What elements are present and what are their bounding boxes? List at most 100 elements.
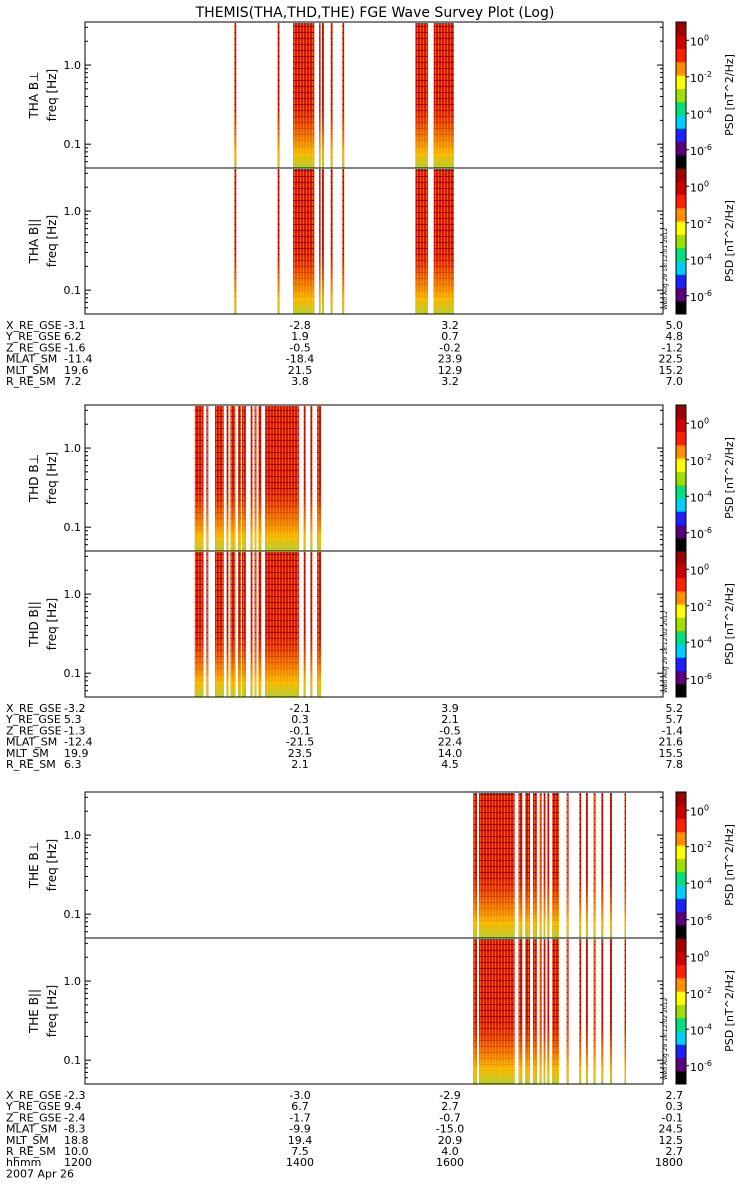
spectrogram-segment-lowfreq (258, 406, 262, 551)
colorbar-tick-label: 10-6 (690, 913, 712, 928)
colorbar-tick-label: 10-2 (690, 986, 712, 1001)
colorbar-segment (676, 88, 686, 103)
colorbar-tick-label: 100 (690, 803, 709, 818)
colorbar-tick-label: 10-4 (690, 1022, 712, 1037)
panel-frame (84, 550, 664, 698)
ephemeris-value: -0.5 (289, 341, 310, 354)
spectrogram-segment-lowfreq (317, 552, 322, 697)
ephemeris-label: X_RE_GSE (6, 702, 62, 715)
colorbar-segment (676, 61, 686, 76)
ephemeris-value: 18.8 (64, 1134, 89, 1147)
colorbar-segment (676, 831, 686, 846)
panel-frame (84, 404, 664, 552)
panel-frame (84, 937, 664, 1085)
colorbar-segment (676, 458, 686, 472)
timestamp: Wed Aug 29 18:12:02 2012 (662, 998, 669, 1080)
colorbar-segment (676, 22, 686, 36)
spectrogram-segment-lowfreq (525, 939, 531, 1084)
ephemeris-value: 7.5 (291, 1145, 309, 1158)
spectrogram-segment-lowfreq (206, 552, 209, 697)
ephemeris-value: 7.2 (64, 375, 82, 388)
colorbar-tick-label: 10-2 (690, 70, 712, 85)
colorbar-tick-label: 10-2 (690, 840, 712, 855)
colorbar: 100 10-2 10-4 10-6 PSD [nT^2/Hz] (675, 550, 736, 698)
ephemeris-value: -3.2 (64, 702, 85, 715)
ephemeris-label: X_RE_GSE (6, 1089, 62, 1102)
ephemeris-value: 5.7 (666, 713, 684, 726)
panel-unit-label: freq [Hz] (45, 598, 59, 650)
colorbar-segment (676, 221, 686, 235)
ephemeris-label: Y_RE_GSE (5, 713, 61, 726)
y-tick-label: 1.0 (64, 205, 82, 218)
timestamp: Wed Aug 29 18:12:02 2012 (662, 611, 669, 693)
colorbar-tick-label: 100 (690, 33, 709, 48)
spectrogram-segment-lowfreq (194, 552, 204, 697)
spectrogram-segment-lowfreq (585, 939, 588, 1084)
colorbar-segment (676, 617, 686, 632)
colorbar: 100 10-2 10-4 10-6 PSD [nT^2/Hz] (675, 404, 736, 552)
y-tick-label: 0.1 (64, 908, 82, 921)
spectrogram-segment-lowfreq (547, 939, 550, 1084)
colorbar-segment (676, 274, 686, 288)
spectrogram-segment-lowfreq (242, 552, 246, 697)
ephemeris-label: R_RE_SM (6, 1145, 56, 1158)
colorbar-tick-label: 10-4 (690, 876, 712, 891)
ephemeris-label: MLAT_SM (6, 353, 57, 366)
ephemeris-value: 4.0 (441, 1145, 459, 1158)
ephemeris-value: 4.5 (441, 758, 459, 771)
spectrogram-segment-lowfreq (234, 169, 237, 314)
ephemeris-value: 19.4 (288, 1134, 313, 1147)
ephemeris-value: 22.4 (438, 736, 463, 749)
colorbar-segment (676, 260, 686, 275)
ephemeris-value: 5.0 (666, 319, 684, 332)
colorbar-segment (676, 418, 686, 433)
colorbar-tick-label: 10-4 (690, 252, 712, 267)
ephemeris-value: -2.1 (289, 702, 310, 715)
timestamp: Wed Aug 29 18:12:01 2012 (662, 228, 669, 310)
ephemeris-label: X_RE_GSE (6, 319, 62, 332)
ephemeris-value: 14.0 (438, 747, 463, 760)
colorbar-frame (675, 937, 687, 1085)
spectrogram-segment-lowfreq (532, 939, 537, 1084)
colorbar-segment (676, 657, 686, 671)
colorbar-label: PSD [nT^2/Hz] (723, 970, 736, 1052)
ephemeris-value: -0.5 (439, 724, 460, 737)
spectrogram-segment-lowfreq (303, 552, 306, 697)
ephemeris-label: Z_RE_GSE (6, 341, 62, 354)
y-tick-label: 1.0 (64, 975, 82, 988)
colorbar-label: PSD [nT^2/Hz] (723, 583, 736, 665)
panel-frame (84, 167, 664, 315)
ephemeris-label: MLT_SM (6, 1134, 49, 1147)
ephemeris-value: -9.9 (289, 1123, 310, 1136)
colorbar-segment (676, 537, 686, 552)
spectrogram-segment-lowfreq (585, 793, 588, 938)
ephemeris-value: 15.5 (659, 747, 684, 760)
spectrogram-segment-lowfreq (433, 23, 454, 168)
ephemeris-value: -1.3 (64, 724, 85, 737)
ephemeris-label: R_RE_SM (6, 758, 56, 771)
ephemeris-value: -2.9 (439, 1089, 460, 1102)
panel-ylabel: THA B⊥ (27, 71, 41, 119)
spectrogram-segment-lowfreq (238, 406, 242, 551)
ephemeris-value: -11.4 (64, 353, 92, 366)
spectrogram-segment-lowfreq (226, 552, 229, 697)
colorbar: 100 10-2 10-4 10-6 PSD [nT^2/Hz] (675, 937, 736, 1085)
panel-unit-label: freq [Hz] (45, 985, 59, 1037)
colorbar-label: PSD [nT^2/Hz] (723, 54, 736, 136)
colorbar-segment (676, 431, 686, 446)
ephemeris-value: -0.7 (439, 1111, 460, 1124)
spectrogram-segment-lowfreq (543, 793, 546, 938)
y-tick-label: 0.1 (64, 667, 82, 680)
colorbar-segment (676, 484, 686, 499)
ephemeris-value: 6.3 (64, 758, 82, 771)
spectrogram-segment-lowfreq (415, 23, 428, 168)
ephemeris-value: 12.5 (659, 1134, 684, 1147)
colorbar-segment (676, 444, 686, 459)
ephemeris-value: 5.3 (64, 713, 82, 726)
colorbar-segment (676, 792, 686, 806)
colorbar-segment (676, 871, 686, 886)
spectrogram-segment-lowfreq (479, 793, 515, 938)
colorbar-segment (676, 911, 686, 926)
ephemeris-value: 20.9 (438, 1134, 463, 1147)
ephemeris-value: 19.9 (64, 747, 89, 760)
